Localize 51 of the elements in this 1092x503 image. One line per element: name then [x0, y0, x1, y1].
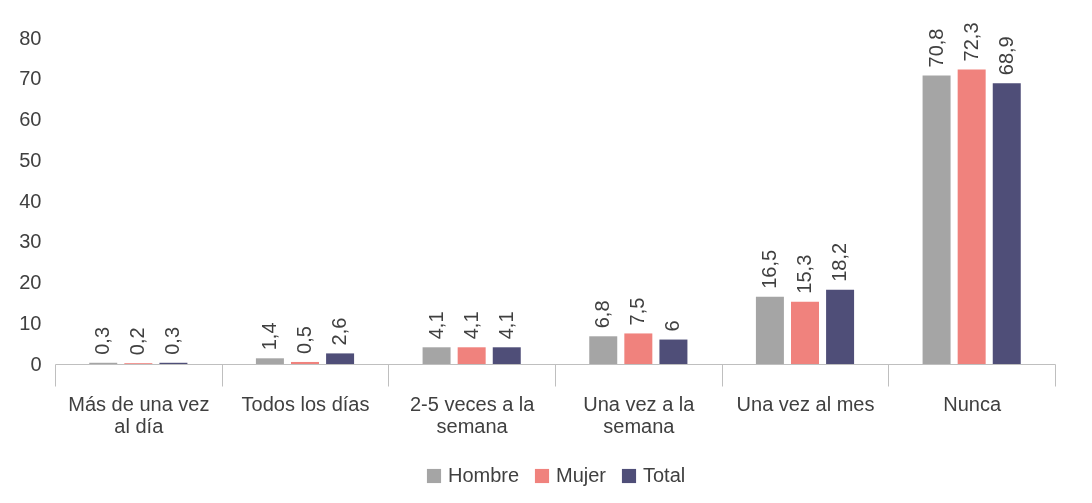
y-tick-label: 60	[19, 108, 42, 130]
bar	[922, 75, 951, 364]
y-tick-label: 20	[19, 271, 42, 293]
data-label: 6,8	[591, 300, 614, 329]
y-tick-label: 30	[19, 230, 42, 253]
bar	[326, 353, 355, 364]
data-label: 2,6	[328, 317, 351, 346]
bar	[422, 347, 451, 364]
data-label: 0,5	[293, 326, 315, 354]
bar	[457, 347, 486, 364]
legend-label: Hombre	[448, 464, 520, 486]
y-tick-label: 10	[19, 311, 42, 334]
bar	[992, 83, 1021, 364]
bar	[957, 69, 986, 364]
bar	[255, 358, 284, 364]
data-label: 1,4	[257, 322, 280, 351]
data-label: 0,3	[91, 326, 114, 355]
bar	[826, 289, 855, 364]
y-tick-label: 70	[19, 67, 42, 90]
data-label: 18,2	[828, 242, 851, 282]
y-tick-label: 50	[19, 148, 42, 171]
bar	[589, 336, 618, 364]
data-label: 72,3	[959, 22, 982, 62]
bar	[755, 296, 784, 364]
bar	[624, 333, 653, 364]
bar	[291, 361, 319, 364]
legend-label: Mujer	[556, 464, 607, 486]
data-label: 4,1	[424, 311, 447, 340]
bar	[659, 339, 688, 364]
data-label: 68,9	[994, 36, 1017, 76]
x-tick-label: Una vez al mes	[736, 392, 875, 415]
bar	[492, 347, 521, 364]
x-tick-label: 2-5 veces a la semana	[409, 392, 536, 437]
data-label: 16,5	[757, 249, 780, 289]
y-tick-label: 40	[19, 189, 42, 212]
data-label: 15,3	[793, 254, 815, 294]
data-label: 70,8	[924, 28, 947, 68]
legend-label: Total	[643, 464, 686, 486]
data-label: 7,5	[626, 297, 649, 326]
data-label: 0,3	[161, 326, 184, 355]
data-label: 6	[661, 320, 684, 332]
data-label: 4,1	[494, 311, 517, 340]
bar	[791, 301, 819, 364]
data-label: 4,1	[459, 311, 482, 340]
x-tick-label: Todos los días	[241, 392, 370, 415]
x-tick-label: Una vez a la semana	[583, 392, 696, 437]
y-tick-label: 80	[19, 26, 42, 49]
x-tick-label: Más de una vez al día	[68, 392, 210, 437]
y-tick-label: 0	[30, 352, 42, 375]
data-label: 0,2	[126, 327, 149, 356]
x-tick-label: Nunca	[943, 392, 1002, 415]
